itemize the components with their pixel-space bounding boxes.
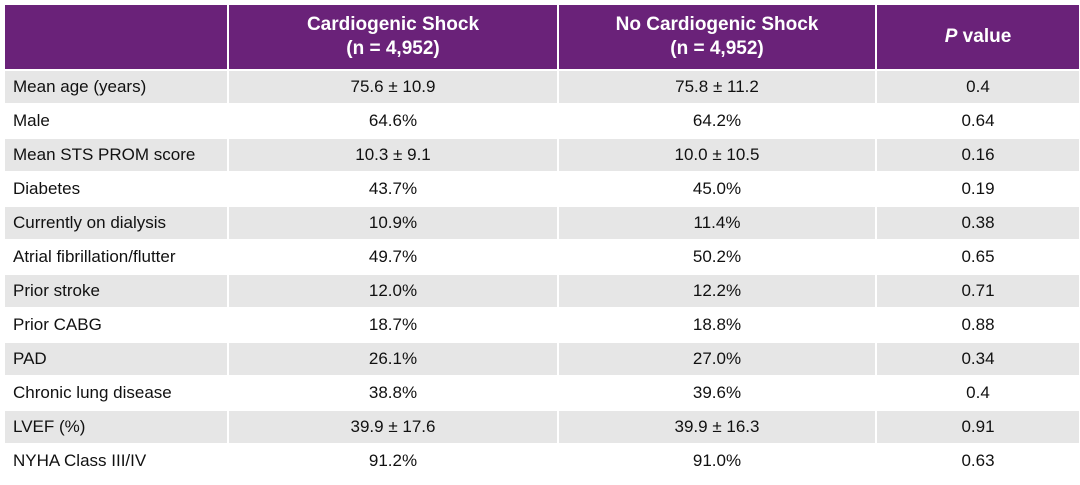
row-label: Prior stroke xyxy=(5,273,229,308)
table-row: Diabetes 43.7% 45.0% 0.19 xyxy=(5,171,1079,206)
cardiogenic-shock-value: 18.7% xyxy=(228,307,559,342)
header-no-cardiogenic-shock-n: (n = 4,952) xyxy=(670,38,764,59)
header-p-rest: value xyxy=(957,26,1012,47)
no-cardiogenic-shock-value: 91.0% xyxy=(558,443,877,477)
cardiogenic-shock-value: 64.6% xyxy=(228,103,559,138)
no-cardiogenic-shock-value: 18.8% xyxy=(558,307,877,342)
table-row: Currently on dialysis 10.9% 11.4% 0.38 xyxy=(5,205,1079,240)
row-label: PAD xyxy=(5,341,229,376)
cardiogenic-shock-value: 10.3 ± 9.1 xyxy=(228,137,559,172)
table-row: Prior stroke 12.0% 12.2% 0.71 xyxy=(5,273,1079,308)
table-row: PAD 26.1% 27.0% 0.34 xyxy=(5,341,1079,376)
p-value: 0.34 xyxy=(876,341,1079,376)
no-cardiogenic-shock-value: 45.0% xyxy=(558,171,877,206)
header-p-value: P value xyxy=(876,5,1079,70)
p-value: 0.19 xyxy=(876,171,1079,206)
table-row: NYHA Class III/IV 91.2% 91.0% 0.63 xyxy=(5,443,1079,477)
table-row: Male 64.6% 64.2% 0.64 xyxy=(5,103,1079,138)
p-value: 0.71 xyxy=(876,273,1079,308)
no-cardiogenic-shock-value: 64.2% xyxy=(558,103,877,138)
table-row: Mean STS PROM score 10.3 ± 9.1 10.0 ± 10.5… xyxy=(5,137,1079,172)
no-cardiogenic-shock-value: 75.8 ± 11.2 xyxy=(558,69,877,104)
no-cardiogenic-shock-value: 12.2% xyxy=(558,273,877,308)
table-row: LVEF (%) 39.9 ± 17.6 39.9 ± 16.3 0.91 xyxy=(5,409,1079,444)
table-row: Mean age (years) 75.6 ± 10.9 75.8 ± 11.2 0.… xyxy=(5,69,1079,104)
table-container: Cardiogenic Shock (n = 4,952) No Cardiog… xyxy=(5,5,1079,477)
cardiogenic-shock-value: 26.1% xyxy=(228,341,559,376)
header-row: Cardiogenic Shock (n = 4,952) No Cardiog… xyxy=(5,5,1079,70)
row-label: Prior CABG xyxy=(5,307,229,342)
p-value: 0.65 xyxy=(876,239,1079,274)
cardiogenic-shock-value: 91.2% xyxy=(228,443,559,477)
header-characteristic xyxy=(5,5,229,70)
header-no-cardiogenic-shock: No Cardiogenic Shock (n = 4,952) xyxy=(558,5,877,70)
no-cardiogenic-shock-value: 27.0% xyxy=(558,341,877,376)
row-label: Mean age (years) xyxy=(5,69,229,104)
table-row: Chronic lung disease 38.8% 39.6% 0.4 xyxy=(5,375,1079,410)
no-cardiogenic-shock-value: 50.2% xyxy=(558,239,877,274)
cardiogenic-shock-value: 10.9% xyxy=(228,205,559,240)
p-value: 0.64 xyxy=(876,103,1079,138)
p-value: 0.91 xyxy=(876,409,1079,444)
table-row: Prior CABG 18.7% 18.8% 0.88 xyxy=(5,307,1079,342)
table-header: Cardiogenic Shock (n = 4,952) No Cardiog… xyxy=(5,5,1079,70)
header-cardiogenic-shock: Cardiogenic Shock (n = 4,952) xyxy=(228,5,559,70)
row-label: LVEF (%) xyxy=(5,409,229,444)
cardiogenic-shock-value: 43.7% xyxy=(228,171,559,206)
cardiogenic-shock-value: 39.9 ± 17.6 xyxy=(228,409,559,444)
p-value: 0.4 xyxy=(876,375,1079,410)
row-label: Male xyxy=(5,103,229,138)
row-label: Currently on dialysis xyxy=(5,205,229,240)
p-value: 0.63 xyxy=(876,443,1079,477)
header-cardiogenic-shock-title: Cardiogenic Shock xyxy=(306,14,480,35)
header-cardiogenic-shock-n: (n = 4,952) xyxy=(346,38,440,59)
p-value: 0.88 xyxy=(876,307,1079,342)
row-label: Atrial fibrillation/flutter xyxy=(5,239,229,274)
no-cardiogenic-shock-value: 11.4% xyxy=(558,205,877,240)
no-cardiogenic-shock-value: 10.0 ± 10.5 xyxy=(558,137,877,172)
header-no-cardiogenic-shock-title: No Cardiogenic Shock xyxy=(615,14,819,35)
p-value: 0.4 xyxy=(876,69,1079,104)
no-cardiogenic-shock-value: 39.6% xyxy=(558,375,877,410)
table-row: Atrial fibrillation/flutter 49.7% 50.2% 0.6… xyxy=(5,239,1079,274)
header-p-italic: P xyxy=(944,26,958,47)
p-value: 0.38 xyxy=(876,205,1079,240)
row-label: Chronic lung disease xyxy=(5,375,229,410)
cardiogenic-shock-value: 75.6 ± 10.9 xyxy=(228,69,559,104)
baseline-characteristics-table: Cardiogenic Shock (n = 4,952) No Cardiog… xyxy=(5,5,1079,477)
cardiogenic-shock-value: 12.0% xyxy=(228,273,559,308)
row-label: Diabetes xyxy=(5,171,229,206)
row-label: NYHA Class III/IV xyxy=(5,443,229,477)
p-value: 0.16 xyxy=(876,137,1079,172)
cardiogenic-shock-value: 49.7% xyxy=(228,239,559,274)
cardiogenic-shock-value: 38.8% xyxy=(228,375,559,410)
row-label: Mean STS PROM score xyxy=(5,137,229,172)
no-cardiogenic-shock-value: 39.9 ± 16.3 xyxy=(558,409,877,444)
table-body: Mean age (years) 75.6 ± 10.9 75.8 ± 11.2 0.… xyxy=(5,69,1079,477)
